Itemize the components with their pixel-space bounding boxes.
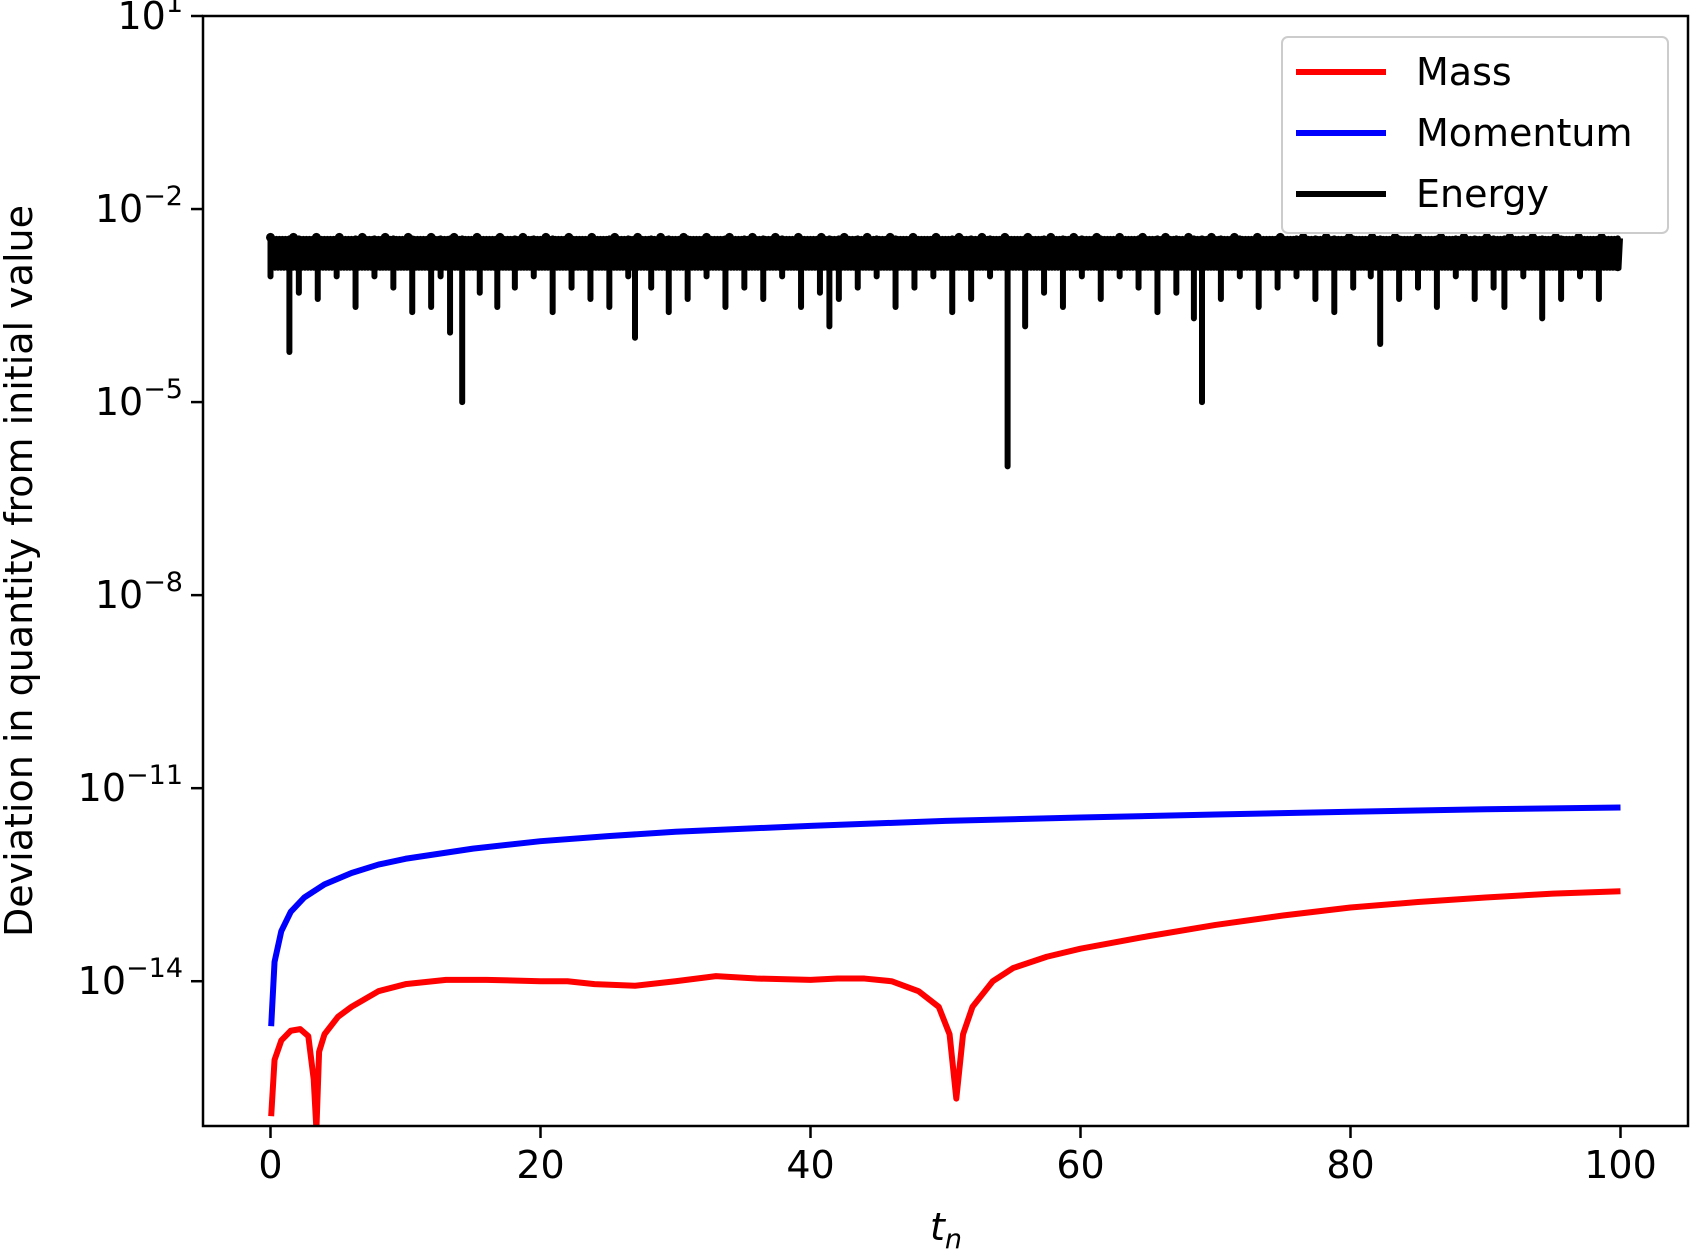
y-tick-label: 101 <box>117 0 183 38</box>
energy-peak-point <box>839 232 849 242</box>
energy-peak-point <box>1459 232 1469 242</box>
y-tick-label: 10−14 <box>78 953 183 1003</box>
legend-entry-mass: Mass <box>1296 50 1512 94</box>
x-axis-label-subscript: n <box>945 1224 962 1253</box>
energy-peak-point <box>1069 232 1079 242</box>
legend-box <box>1281 36 1669 234</box>
energy-peak-point <box>1206 232 1216 242</box>
legend-label: Momentum <box>1416 111 1633 155</box>
energy-peak-point <box>1046 232 1056 242</box>
energy-peak-point <box>610 232 620 242</box>
energy-peak-point <box>747 232 757 242</box>
plot-frame <box>201 14 1690 1128</box>
x-tick-label: 0 <box>258 1143 282 1187</box>
x-tick-label: 40 <box>786 1143 834 1187</box>
energy-peak-point <box>1161 232 1171 242</box>
energy-peak-point <box>1321 232 1331 242</box>
energy-peak-point <box>977 232 987 242</box>
energy-peak-point <box>357 232 367 242</box>
legend-label: Mass <box>1416 50 1512 94</box>
x-axis-label: tn <box>930 1205 962 1253</box>
series-line-momentum <box>268 804 1621 1027</box>
energy-peak-point <box>1229 232 1239 242</box>
energy-peak-point <box>656 232 666 242</box>
x-tick-label: 100 <box>1584 1143 1657 1187</box>
y-axis-label: Deviation in quantity from initial value <box>0 205 41 937</box>
energy-peak-point <box>770 232 780 242</box>
energy-peak-point <box>1482 232 1492 242</box>
series-energy <box>266 232 1623 470</box>
series-layer <box>266 232 1623 1126</box>
energy-peak-point <box>1184 232 1193 242</box>
energy-peak-point <box>862 232 872 242</box>
energy-peak-point <box>1298 232 1308 242</box>
x-axis: 0 20 40 60 80 100 <box>258 1126 1657 1187</box>
x-tick-label: 80 <box>1326 1143 1374 1187</box>
x-tick-label: 20 <box>516 1143 564 1187</box>
y-axis: 101 10−2 10−5 10−8 10−11 10−14 <box>78 0 203 1003</box>
legend-label: Energy <box>1416 172 1549 216</box>
energy-peak-point <box>541 232 551 242</box>
energy-peak-point <box>954 232 964 242</box>
y-tick-label: 10−5 <box>95 374 183 424</box>
energy-peak-point <box>1551 232 1561 242</box>
y-tick-label: 10−11 <box>78 760 183 810</box>
energy-peak-point <box>380 232 390 242</box>
legend-entry-energy: Energy <box>1296 172 1549 216</box>
legend-entry-momentum: Momentum <box>1296 111 1633 155</box>
y-tick-label: 10−2 <box>95 181 183 231</box>
x-axis-label-main: t <box>930 1205 947 1249</box>
energy-peak-point <box>1528 232 1538 242</box>
energy-peak-point <box>518 232 528 242</box>
y-tick-label: 10−8 <box>95 567 183 617</box>
x-tick-label: 60 <box>1056 1143 1104 1187</box>
energy-peak-point <box>885 232 895 242</box>
energy-peak-point <box>1505 232 1515 242</box>
series-line-mass <box>268 888 1621 1126</box>
legend: Mass Momentum Energy <box>1281 36 1669 234</box>
